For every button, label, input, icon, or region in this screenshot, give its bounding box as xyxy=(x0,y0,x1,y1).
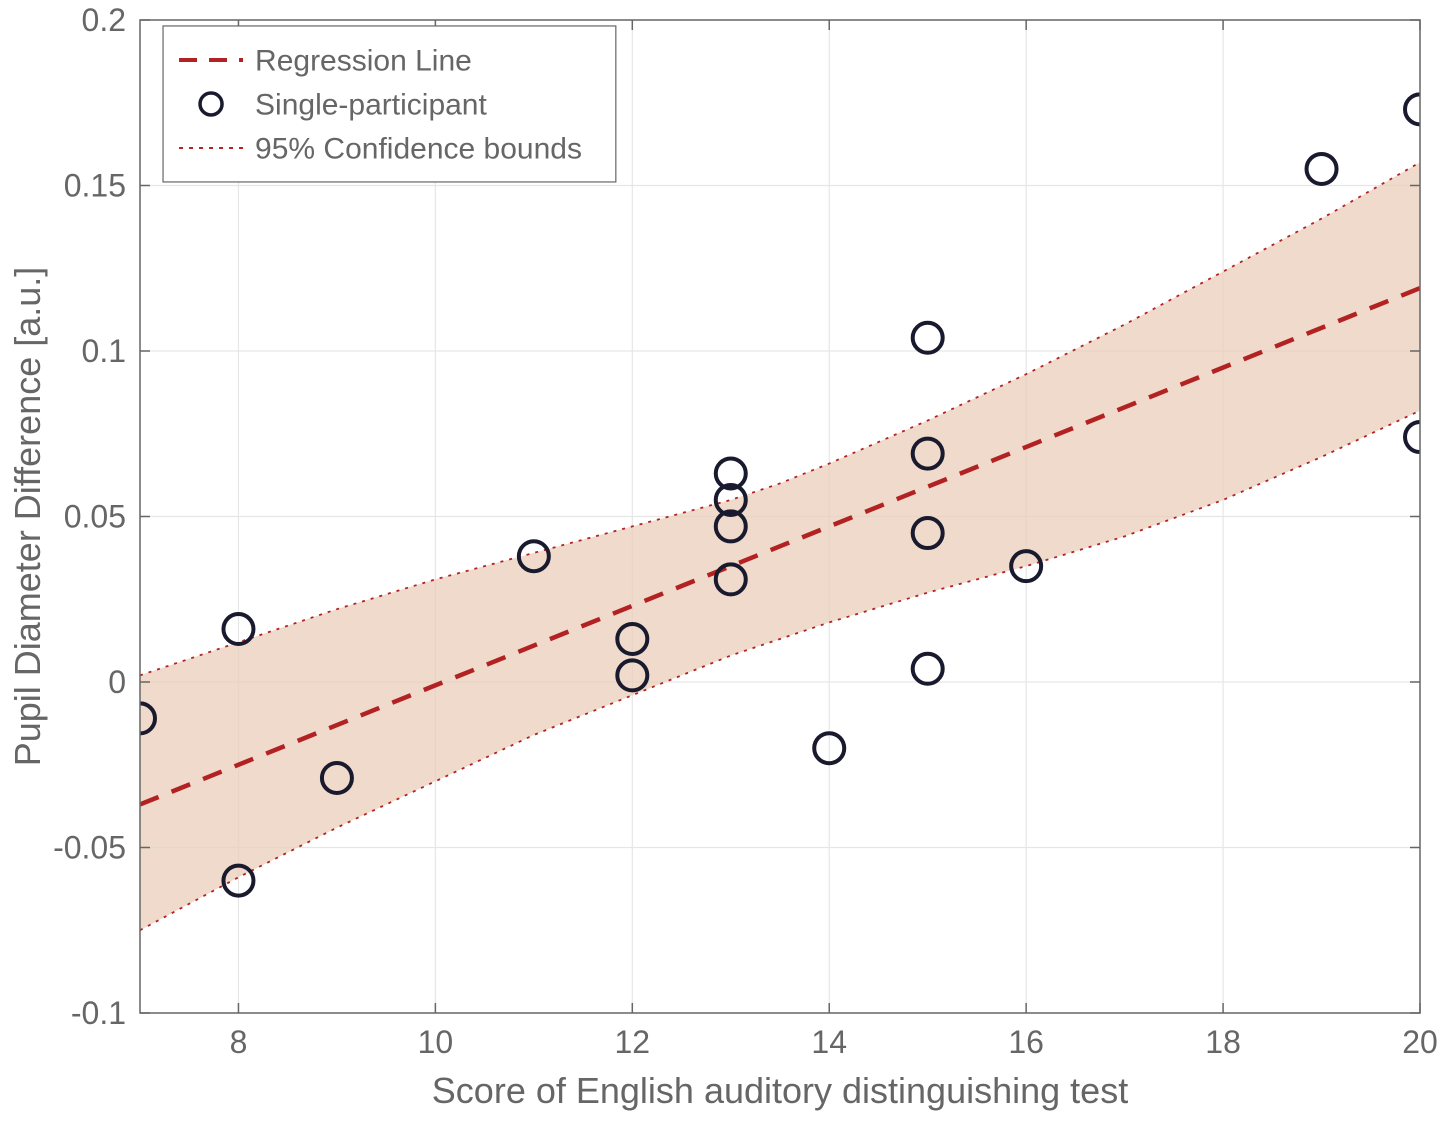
x-tick-label: 12 xyxy=(615,1024,651,1060)
y-tick-label: 0.2 xyxy=(82,2,126,38)
x-axis-label: Score of English auditory distinguishing… xyxy=(432,1070,1128,1111)
y-tick-label: 0.1 xyxy=(82,333,126,369)
legend: Regression Line Single-participant 95% Con… xyxy=(163,26,616,182)
y-tick-label: 0 xyxy=(108,664,126,700)
y-tick-label: -0.05 xyxy=(53,830,126,866)
legend-label: 95% Confidence bounds xyxy=(255,132,582,165)
y-tick-label: 0.15 xyxy=(64,168,126,204)
legend-label: Regression Line xyxy=(255,44,472,77)
x-tick-label: 20 xyxy=(1402,1024,1438,1060)
x-tick-label: 18 xyxy=(1205,1024,1241,1060)
scatter-chart: 8 10 12 14 16 18 20 -0.1 -0.05 0 0.05 0.1 0.15 0.2 Sco… xyxy=(0,0,1440,1133)
legend-label: Single-participant xyxy=(255,88,487,121)
x-tick-label: 10 xyxy=(418,1024,454,1060)
chart-svg: 8 10 12 14 16 18 20 -0.1 -0.05 0 0.05 0.1 0.15 0.2 Sco… xyxy=(0,0,1440,1133)
y-tick-label: -0.1 xyxy=(71,995,126,1031)
x-tick-label: 8 xyxy=(230,1024,248,1060)
y-axis-label: Pupil Diameter Difference [a.u.] xyxy=(7,267,48,767)
y-tick-label: 0.05 xyxy=(64,499,126,535)
x-tick-label: 14 xyxy=(811,1024,847,1060)
x-tick-label: 16 xyxy=(1008,1024,1044,1060)
